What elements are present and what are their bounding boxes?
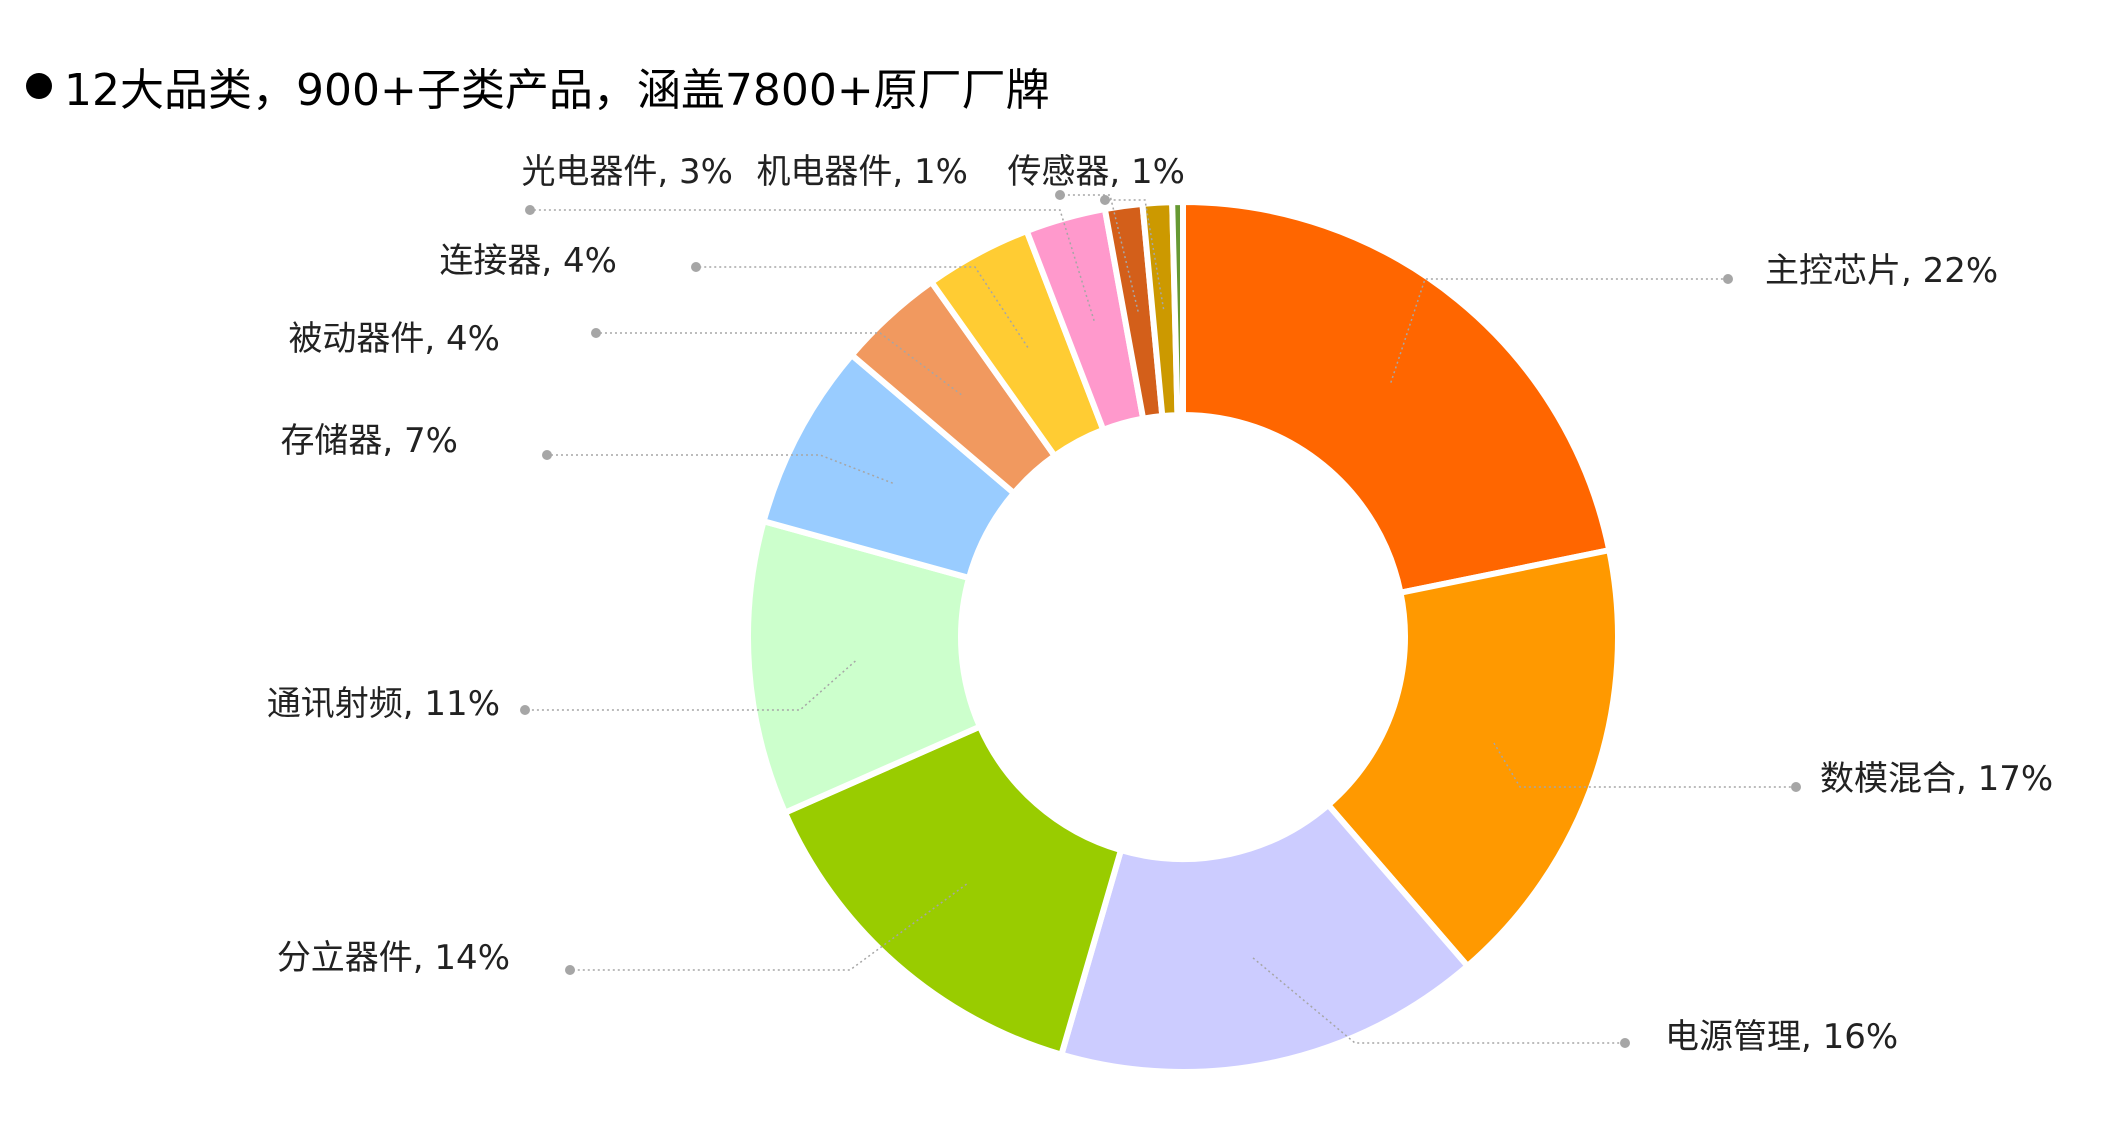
data-label-电源管理: 电源管理, 16%: [1665, 1017, 1898, 1057]
data-label-存储器: 存储器, 7%: [280, 421, 458, 461]
data-label-被动器件: 被动器件, 4%: [288, 319, 500, 359]
leader-line-被动器件: [596, 332, 962, 396]
headline-text: 12大品类，900+子类产品，涵盖7800+原厂厂牌: [64, 65, 1050, 116]
data-label-光电器件: 光电器件, 3%: [521, 152, 733, 192]
data-label-通讯射频: 通讯射频, 11%: [267, 684, 500, 724]
leader-dot-数模混合: [1791, 782, 1801, 792]
data-label-主控芯片: 主控芯片, 22%: [1765, 251, 1998, 291]
slice-其他: [1169, 198, 1186, 419]
data-label-传感器: 传感器, 1%: [1007, 152, 1185, 192]
leader-dot-通讯射频: [520, 705, 530, 715]
bullet-icon: [26, 73, 52, 99]
leader-line-连接器: [696, 266, 1029, 348]
leader-dot-被动器件: [591, 328, 601, 338]
data-label-机电器件: 机电器件, 1%: [756, 152, 968, 192]
data-label-连接器: 连接器, 4%: [439, 241, 617, 281]
data-label-分立器件: 分立器件, 14%: [277, 938, 510, 978]
slice-电源管理: [1057, 800, 1472, 1075]
leader-dot-机电器件: [1055, 190, 1065, 200]
leader-dot-存储器: [542, 450, 552, 460]
leader-dot-连接器: [691, 262, 701, 272]
data-label-数模混合: 数模混合, 17%: [1820, 759, 2053, 799]
leader-line-主控芯片: [1390, 278, 1728, 383]
slice-分立器件: [781, 722, 1125, 1059]
headline: 12大品类，900+子类产品，涵盖7800+原厂厂牌: [26, 58, 1050, 116]
slice-通讯射频: [745, 517, 984, 817]
slice-主控芯片: [1180, 198, 1613, 597]
leader-line-数模混合: [1493, 742, 1796, 788]
leader-line-传感器: [1105, 199, 1165, 310]
leader-line-光电器件: [530, 209, 1095, 321]
leader-dot-主控芯片: [1723, 274, 1733, 284]
leader-line-分立器件: [570, 883, 968, 971]
leader-dot-电源管理: [1620, 1038, 1630, 1048]
leader-dot-传感器: [1100, 195, 1110, 205]
leader-dot-分立器件: [565, 965, 575, 975]
slice-数模混合: [1323, 546, 1621, 971]
leader-dot-光电器件: [525, 205, 535, 215]
leader-line-存储器: [547, 454, 894, 484]
